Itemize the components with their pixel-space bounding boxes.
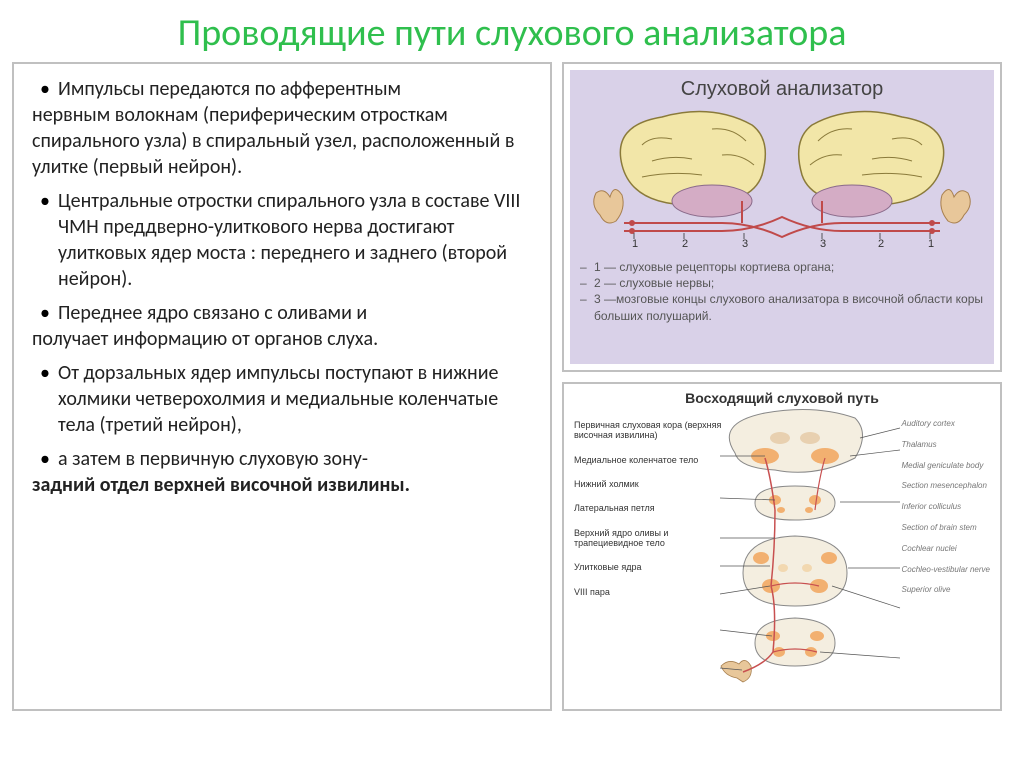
diagram-panel-2: Восходящий слуховой путь [562, 382, 1002, 711]
d2-rlabel: Superior olive [902, 586, 991, 595]
d2-rlabel: Auditory cortex [902, 420, 991, 429]
bullet-2: • Центральные отростки спирального узла … [32, 188, 532, 292]
d2-label: Первичная слуховая кора (верхняя височна… [574, 420, 724, 441]
bullet-first: Импульсы передаются по афферентным [58, 76, 401, 102]
bullet-first: Переднее ядро связано с оливами и [58, 300, 367, 326]
bullet-3: • Переднее ядро связано с оливами и полу… [32, 300, 532, 352]
d2-label: VIII пара [574, 587, 724, 597]
diagram-2-left-labels: Первичная слуховая кора (верхняя височна… [574, 420, 724, 611]
bullet-5: • а затем в первичную слуховую зону- зад… [32, 446, 532, 498]
bullet-dot: • [32, 446, 58, 472]
diagram-column: Слуховой анализатор 1 [562, 62, 1002, 711]
d2-label: Латеральная петля [574, 503, 724, 513]
diagram-2: Восходящий слуховой путь [570, 390, 994, 703]
svg-text:1: 1 [928, 238, 934, 250]
d2-label: Улитковые ядра [574, 562, 724, 572]
diagram-panel-1: Слуховой анализатор 1 [562, 62, 1002, 372]
diagram-2-right-labels: Auditory cortex Thalamus Medial genicula… [902, 420, 991, 607]
svg-text:2: 2 [682, 238, 688, 250]
diagram-1-legend: –1 — слуховые рецепторы кортиева органа;… [580, 259, 984, 324]
diagram-1-svg: 1 2 3 3 2 1 [582, 105, 982, 255]
legend-3: 3 —мозговые концы слухового анализатора … [594, 291, 984, 323]
d2-rlabel: Thalamus [902, 441, 991, 450]
slide-title: Проводящие пути слухового анализатора [0, 0, 1024, 62]
diagram-2-title: Восходящий слуховой путь [570, 390, 994, 406]
legend-1: 1 — слуховые рецепторы кортиева органа; [594, 259, 834, 275]
svg-text:3: 3 [742, 238, 748, 250]
bullet-4: • От дорзальных ядер импульсы поступают … [32, 360, 532, 438]
deep-right [812, 185, 892, 217]
legend-2: 2 — слуховые нервы; [594, 275, 714, 291]
bullet-cont: нервным волокнам (периферическим отростк… [32, 102, 532, 180]
bullet-cont: задний отдел верхней височной извилины. [32, 472, 532, 498]
diagram-1-title: Слуховой анализатор [580, 78, 984, 101]
bullet-first: От дорзальных ядер импульсы поступают в … [58, 360, 532, 438]
bullet-1: • Импульсы передаются по афферентным нер… [32, 76, 532, 180]
bullet-dot: • [32, 360, 58, 386]
bullet-dot: • [32, 300, 58, 326]
d2-label: Верхний ядро оливы и трапециевидное тело [574, 528, 724, 549]
svg-text:3: 3 [820, 238, 826, 250]
d2-label: Медиальное коленчатое тело [574, 455, 724, 465]
diagram-1: Слуховой анализатор 1 [570, 70, 994, 364]
bullet-first: Центральные отростки спирального узла в … [58, 188, 532, 292]
deep-left [672, 185, 752, 217]
d2-rlabel: Section of brain stem [902, 524, 991, 533]
bullet-dot: • [32, 76, 58, 102]
d2-rlabel: Section mesencephalon [902, 482, 991, 491]
pons-section [743, 536, 847, 606]
d2-label: Нижний холмик [574, 479, 724, 489]
bullet-cont: получает информацию от органов слуха. [32, 326, 532, 352]
bullet-first: а затем в первичную слуховую зону- [58, 446, 368, 472]
ear-left [594, 189, 623, 223]
d2-rlabel: Inferior colliculus [902, 503, 991, 512]
midbrain-section [755, 486, 835, 520]
d2-rlabel: Cochlear nuclei [902, 545, 991, 554]
ear-right [941, 189, 970, 223]
d2-rlabel: Cochleo-vestibular nerve [902, 566, 991, 575]
content-row: • Импульсы передаются по афферентным нер… [0, 62, 1024, 711]
svg-text:2: 2 [878, 238, 884, 250]
cortex-section [729, 409, 862, 472]
svg-text:1: 1 [632, 238, 638, 250]
d2-rlabel: Medial geniculate body [902, 462, 991, 471]
text-panel: • Импульсы передаются по афферентным нер… [12, 62, 552, 711]
bullet-dot: • [32, 188, 58, 214]
